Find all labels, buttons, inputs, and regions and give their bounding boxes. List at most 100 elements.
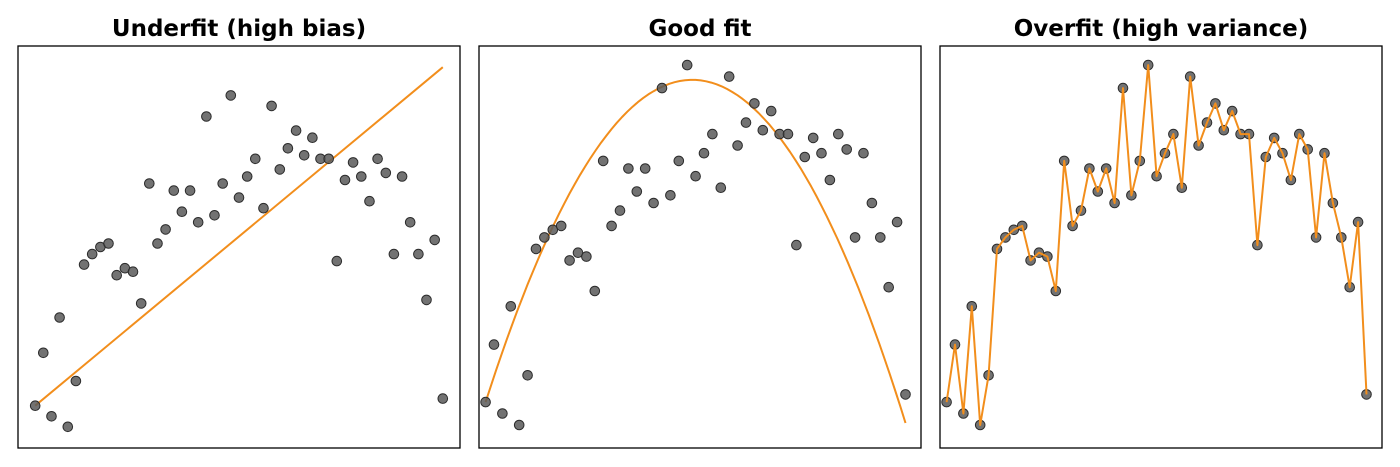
data-point <box>572 247 584 258</box>
data-point <box>274 164 286 175</box>
data-point <box>364 195 375 207</box>
plot-area-underfit <box>29 66 449 433</box>
data-point <box>103 238 114 249</box>
data-point <box>54 312 65 323</box>
data-point <box>127 266 139 278</box>
data-point <box>192 217 204 228</box>
data-point <box>307 132 318 143</box>
data-point <box>135 298 147 309</box>
fit-line-overfit <box>945 64 1368 426</box>
data-point <box>849 232 861 243</box>
data-point <box>707 128 718 140</box>
data-point <box>875 232 886 243</box>
data-point <box>388 248 400 260</box>
data-point <box>740 117 752 128</box>
data-point <box>331 255 343 267</box>
data-point <box>681 59 693 71</box>
data-point <box>217 178 228 189</box>
data-point <box>690 170 701 182</box>
data-point <box>160 224 171 235</box>
data-point <box>656 82 668 94</box>
data-point <box>858 147 869 159</box>
data-point <box>209 210 220 221</box>
data-point <box>480 396 491 408</box>
data-point <box>497 408 508 419</box>
data-point <box>665 190 676 201</box>
data-point <box>152 238 163 249</box>
data-point <box>225 90 237 101</box>
data-point <box>623 163 634 174</box>
data-point <box>437 393 449 404</box>
data-point <box>505 301 517 312</box>
data-point <box>757 124 769 136</box>
fit-line-underfit <box>34 66 444 407</box>
data-point <box>339 174 351 186</box>
plot-area-good-fit <box>480 59 911 431</box>
data-point <box>547 224 559 236</box>
plot-area-overfit <box>941 59 1372 431</box>
data-point <box>639 163 651 174</box>
data-point <box>413 248 424 260</box>
data-point <box>86 248 98 260</box>
data-point <box>555 220 567 232</box>
data-point <box>282 143 294 154</box>
data-point <box>29 400 41 412</box>
data-point <box>488 339 500 350</box>
data-point <box>824 174 836 186</box>
data-point <box>372 153 383 165</box>
data-point <box>723 71 735 82</box>
data-point <box>597 155 609 167</box>
data-point <box>715 182 727 193</box>
data-point <box>144 178 155 189</box>
data-point <box>38 347 49 359</box>
data-point <box>765 105 777 117</box>
data-point <box>816 147 827 159</box>
panel-title-underfit: Underfit (high bias) <box>112 16 366 42</box>
data-point <box>168 185 180 196</box>
data-point <box>807 132 819 144</box>
data-point <box>290 125 302 136</box>
data-point <box>78 259 90 270</box>
data-point <box>176 206 188 217</box>
data-point <box>250 153 261 165</box>
data-point <box>356 171 367 182</box>
data-point <box>799 151 811 163</box>
data-point <box>429 234 441 246</box>
data-point <box>891 216 903 228</box>
data-point <box>421 294 432 306</box>
data-point <box>323 153 335 165</box>
data-point <box>298 150 310 161</box>
data-point <box>111 269 122 281</box>
data-point <box>46 411 57 422</box>
data-point <box>631 186 643 197</box>
data-point <box>732 140 743 151</box>
data-point <box>233 192 245 203</box>
fit-line-good-fit <box>484 78 907 424</box>
data-point <box>841 144 853 155</box>
data-point <box>513 419 525 431</box>
data-point <box>883 281 895 293</box>
plot-frame-underfit <box>17 45 461 449</box>
data-point <box>539 232 550 243</box>
data-points-underfit <box>29 90 449 433</box>
data-point <box>184 185 196 196</box>
data-point <box>866 197 878 209</box>
data-point <box>791 239 802 251</box>
data-point <box>614 205 626 216</box>
data-point <box>698 147 710 159</box>
data-point <box>530 243 542 255</box>
data-point <box>673 155 685 167</box>
data-point <box>241 171 253 182</box>
panel-title-good-fit: Good fit <box>649 16 752 42</box>
data-point <box>782 128 794 140</box>
data-point <box>258 202 269 214</box>
data-point <box>404 217 416 228</box>
plot-frame-overfit <box>939 45 1383 449</box>
data-point <box>201 111 212 122</box>
data-point <box>380 167 392 179</box>
data-point <box>581 251 592 262</box>
data-point <box>606 220 617 232</box>
data-point <box>266 100 277 112</box>
data-point <box>70 375 82 387</box>
